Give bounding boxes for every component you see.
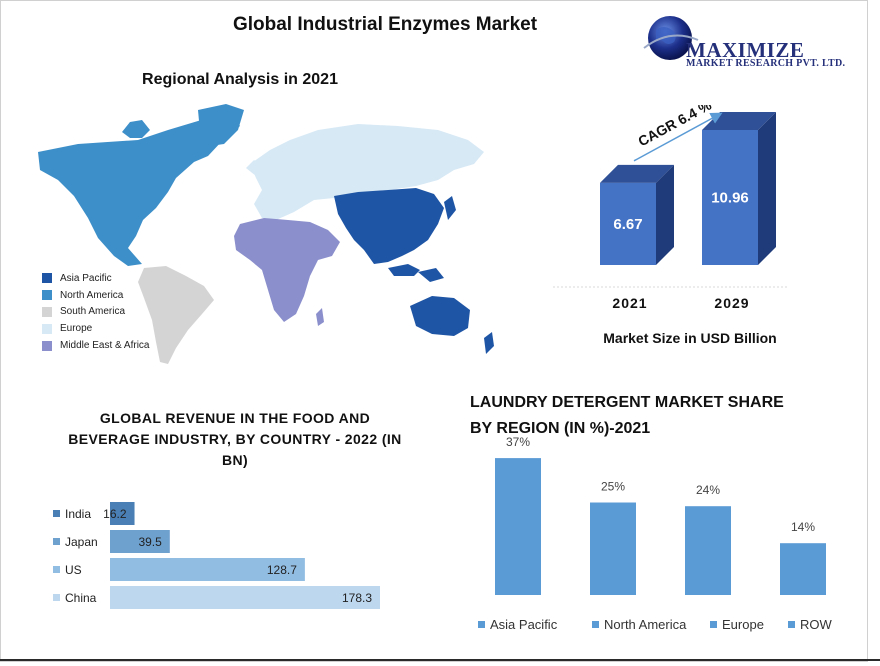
- laundry-value-label: 25%: [601, 480, 625, 494]
- laundry-legend-label: Asia Pacific: [490, 617, 558, 632]
- laundry-legend-swatch: [592, 621, 599, 628]
- revenue-legend-swatch: [53, 566, 60, 573]
- legend-swatch: [42, 273, 52, 284]
- revenue-bar: [110, 558, 305, 581]
- legend-swatch: [42, 323, 52, 334]
- legend-label: North America: [60, 289, 124, 301]
- laundry-legend-swatch: [710, 621, 717, 628]
- laundry-bar: [685, 506, 731, 595]
- revenue-value-label: 39.5: [138, 535, 162, 549]
- legend-swatch: [42, 290, 52, 301]
- market-size-value-label: 10.96: [711, 190, 749, 207]
- map-middle-east-africa: [234, 218, 340, 322]
- map-legend-item: North America: [42, 287, 149, 304]
- revenue-chart-title: GLOBAL REVENUE IN THE FOOD AND BEVERAGE …: [68, 410, 402, 468]
- revenue-value-label: 16.2: [103, 507, 127, 521]
- map-australia: [410, 296, 470, 336]
- laundry-value-label: 37%: [506, 435, 530, 449]
- map-south-america: [138, 266, 214, 364]
- map-subtitle: Regional Analysis in 2021: [142, 71, 338, 88]
- map-legend-item: Europe: [42, 320, 149, 337]
- map-legend-item: South America: [42, 304, 149, 321]
- revenue-legend-swatch: [53, 594, 60, 601]
- legend-swatch: [42, 306, 52, 317]
- laundry-bar: [780, 543, 826, 595]
- revenue-bar: [110, 586, 380, 609]
- market-size-bar-side: [656, 164, 674, 265]
- laundry-bar: [495, 458, 541, 595]
- map-legend-item: Middle East & Africa: [42, 337, 149, 354]
- revenue-value-label: 178.3: [342, 591, 372, 605]
- laundry-legend-label: North America: [604, 617, 687, 632]
- market-size-year-label: 2029: [714, 295, 749, 311]
- logo-brand: MAXIMIZE: [686, 38, 805, 62]
- laundry-legend-label: Europe: [722, 617, 764, 632]
- market-size-bar-top: [600, 164, 674, 183]
- map-legend-item: Asia Pacific: [42, 270, 149, 287]
- revenue-bar: [110, 502, 135, 525]
- map-europe: [250, 124, 484, 220]
- revenue-category-label: Japan: [65, 535, 98, 549]
- market-size-axis-label: Market Size in USD Billion: [603, 330, 777, 346]
- legend-label: South America: [60, 306, 126, 318]
- laundry-chart: 37% 25% 24% 14% Asia Pacific North America Eur…: [478, 435, 833, 632]
- laundry-legend-swatch: [478, 621, 485, 628]
- map-north-america: [38, 114, 240, 266]
- map-asia-pacific: [334, 188, 444, 264]
- map-legend: Asia Pacific North America South America…: [42, 270, 149, 354]
- cagr-arrow: [633, 112, 723, 162]
- revenue-value-label: 128.7: [267, 563, 297, 577]
- laundry-value-label: 14%: [791, 520, 815, 534]
- revenue-chart: India 16.2 Japan 39.5 US 128.7 China 178.3: [53, 502, 380, 609]
- revenue-category-label: India: [65, 507, 91, 521]
- laundry-chart-title: LAUNDRY DETERGENT MARKET SHARE BY REGION…: [470, 394, 784, 437]
- revenue-legend-swatch: [53, 510, 60, 517]
- revenue-category-label: US: [65, 563, 82, 577]
- market-size-bar: [702, 130, 758, 265]
- laundry-value-label: 24%: [696, 483, 720, 497]
- market-size-bar: [600, 182, 656, 265]
- map-greenland: [198, 104, 244, 146]
- world-map: [38, 104, 494, 364]
- legend-swatch: [42, 340, 52, 351]
- market-size-bar-side: [758, 112, 776, 265]
- legend-label: Middle East & Africa: [60, 340, 150, 352]
- laundry-bar: [590, 502, 636, 595]
- logo-tagline: MARKET RESEARCH PVT. LTD.: [686, 58, 846, 69]
- revenue-legend-swatch: [53, 538, 60, 545]
- globe-logo-icon: [643, 16, 699, 60]
- revenue-category-label: China: [65, 591, 97, 605]
- market-size-year-label: 2021: [612, 295, 647, 311]
- legend-label: Europe: [60, 323, 93, 335]
- laundry-legend-swatch: [788, 621, 795, 628]
- legend-label: Asia Pacific: [60, 272, 112, 284]
- laundry-legend-label: ROW: [800, 617, 833, 632]
- bottom-divider: [0, 659, 880, 661]
- revenue-bar: [110, 530, 170, 553]
- market-size-value-label: 6.67: [613, 216, 642, 233]
- page-title: Global Industrial Enzymes Market: [232, 14, 538, 35]
